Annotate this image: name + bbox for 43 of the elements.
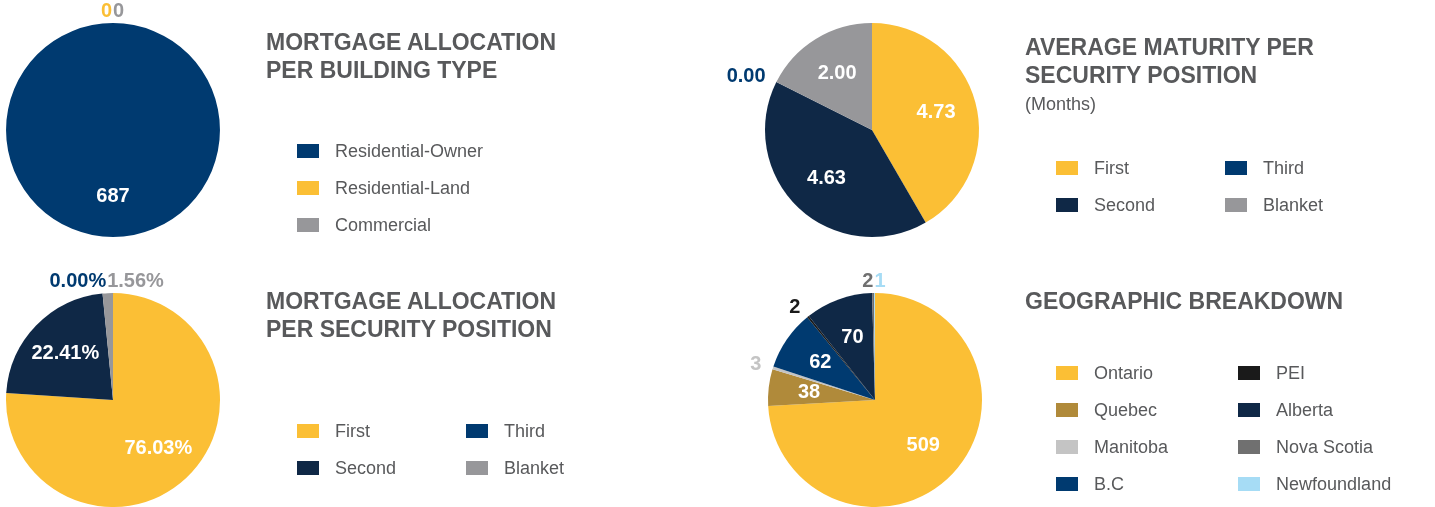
data-label: 70 <box>841 325 864 348</box>
data-label: 38 <box>797 379 821 402</box>
legend-label: Residential-Owner <box>335 140 484 162</box>
data-label: 1 <box>874 268 886 291</box>
legend-label: Nova Scotia <box>1276 436 1374 458</box>
text: (Months) <box>1025 93 1097 116</box>
legend-label: Third <box>504 420 546 442</box>
text: MORTGAGE ALLOCATION PER BUILDING TYPE <box>266 28 558 84</box>
data-label: 687 <box>96 183 130 206</box>
data-label: 1.56% <box>107 268 165 291</box>
text: 0.00 <box>726 64 766 87</box>
data-label: 2.00 <box>817 61 857 84</box>
data-label: 2 <box>789 294 801 317</box>
text: 0 <box>113 0 125 21</box>
legend-label: Residential-Land <box>335 177 471 199</box>
legend-label: Second <box>335 457 397 479</box>
legend-label: Blanket <box>1263 194 1324 216</box>
legend-label: Commercial <box>335 214 432 236</box>
text: GEOGRAPHIC BREAKDOWN <box>1025 287 1345 315</box>
data-label: 3 <box>750 351 762 374</box>
legend-label: Ontario <box>1094 362 1154 384</box>
text: 0.00% <box>49 269 107 292</box>
data-label: 62 <box>809 349 832 372</box>
data-label: 2 <box>862 268 874 291</box>
legend-label: Blanket <box>504 457 565 479</box>
legend-label: Newfoundland <box>1276 473 1392 495</box>
legend-label: First <box>335 420 370 442</box>
text: 0 <box>100 0 112 21</box>
data-label: 22.41% <box>31 341 100 364</box>
text: MORTGAGE ALLOCATION PER SECURITY POSITION <box>266 287 558 343</box>
legend-label: Manitoba <box>1094 436 1169 458</box>
legend-label: Alberta <box>1276 399 1334 421</box>
legend-label: PEI <box>1276 362 1306 384</box>
legend-label: B.C <box>1094 473 1125 495</box>
legend-label: Second <box>1094 194 1156 216</box>
data-label: 76.03% <box>124 435 193 458</box>
legend-label: Quebec <box>1094 399 1158 421</box>
legend-label: Third <box>1263 157 1305 179</box>
data-label: 4.63 <box>807 165 847 188</box>
text: AVERAGE MATURITY PER SECURITY POSITION <box>1025 33 1315 89</box>
legend-label: First <box>1094 157 1129 179</box>
data-label: 4.73 <box>916 100 956 123</box>
data-label: 509 <box>906 433 940 456</box>
